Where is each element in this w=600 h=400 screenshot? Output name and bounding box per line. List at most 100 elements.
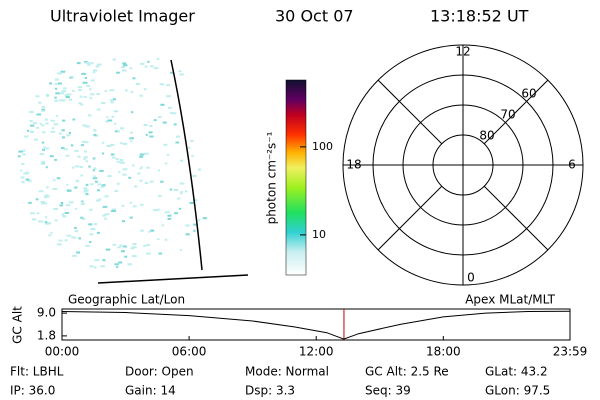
image-pixel <box>79 166 83 168</box>
image-pixel <box>105 248 111 251</box>
image-pixel <box>64 239 68 242</box>
image-pixel <box>145 243 148 246</box>
image-pixel <box>18 150 24 153</box>
image-pixel <box>104 213 110 216</box>
image-pixel <box>36 113 41 116</box>
image-pixel <box>102 205 108 208</box>
image-pixel <box>41 141 45 144</box>
image-pixel <box>146 166 150 169</box>
image-pixel <box>95 65 100 68</box>
image-pixel <box>122 142 128 145</box>
image-pixel <box>118 171 121 174</box>
image-pixel <box>28 201 32 204</box>
image-pixel <box>132 164 135 167</box>
image-pixel <box>85 160 89 163</box>
uv-image <box>17 58 207 269</box>
image-pixel <box>53 123 59 126</box>
image-pixel <box>74 186 78 189</box>
image-pixel <box>143 245 146 247</box>
image-pixel <box>88 165 91 168</box>
y-axis-title: GC Alt <box>11 306 25 344</box>
image-pixel <box>35 95 40 98</box>
limb-line <box>170 59 203 271</box>
image-pixel <box>122 168 128 171</box>
image-pixel <box>61 129 65 132</box>
image-pixel <box>68 201 74 204</box>
image-pixel <box>89 208 93 211</box>
image-pixel <box>84 189 89 192</box>
image-pixel <box>146 244 150 247</box>
image-pixel <box>44 194 49 197</box>
image-pixel <box>89 88 92 91</box>
y-tick-label: 9.0 <box>37 306 56 320</box>
image-pixel <box>110 153 115 156</box>
image-pixel <box>35 198 39 201</box>
image-pixel <box>189 202 195 204</box>
image-pixel <box>98 198 102 201</box>
image-pixel <box>32 122 38 125</box>
image-pixel <box>140 166 143 169</box>
image-pixel <box>63 148 68 151</box>
image-pixel <box>89 233 94 236</box>
image-pixel <box>139 167 142 170</box>
image-pixel <box>17 155 21 158</box>
image-pixel <box>45 166 48 169</box>
image-pixel <box>59 204 63 207</box>
image-pixel <box>42 148 46 151</box>
image-pixel <box>96 189 100 192</box>
image-pixel <box>111 210 116 212</box>
image-pixel <box>79 95 83 98</box>
image-pixel <box>122 62 127 65</box>
image-pixel <box>82 218 86 220</box>
image-pixel <box>119 244 123 247</box>
image-pixel <box>78 237 82 240</box>
image-pixel <box>153 119 157 122</box>
status-field: GC Alt: 2.5 Re <box>365 365 449 379</box>
image-pixel <box>173 189 179 191</box>
image-pixel <box>92 177 98 180</box>
image-pixel <box>66 183 69 186</box>
image-pixel <box>145 133 148 136</box>
image-pixel <box>93 266 97 269</box>
image-pixel <box>156 58 160 60</box>
image-pixel <box>63 87 67 90</box>
image-pixel <box>178 70 182 73</box>
image-pixel <box>117 246 121 249</box>
image-pixel <box>95 199 101 202</box>
image-pixel <box>93 167 97 170</box>
image-pixel <box>92 169 96 172</box>
image-pixel <box>97 183 101 186</box>
image-pixel <box>77 86 83 89</box>
image-pixel <box>85 61 91 64</box>
image-pixel <box>174 212 179 215</box>
image-pixel <box>130 247 135 250</box>
image-pixel <box>129 137 134 140</box>
image-pixel <box>166 95 171 98</box>
image-pixel <box>115 158 119 161</box>
image-pixel <box>92 69 98 72</box>
image-pixel <box>94 129 97 132</box>
image-pixel <box>193 229 196 232</box>
image-pixel <box>50 232 53 235</box>
image-pixel <box>128 176 132 179</box>
diagonal-line <box>377 185 443 251</box>
image-pixel <box>22 153 26 156</box>
image-pixel <box>76 62 81 65</box>
image-pixel <box>90 183 94 186</box>
image-pixel <box>71 75 74 78</box>
image-pixel <box>54 78 59 81</box>
date: 30 Oct 07 <box>275 7 354 26</box>
image-pixel <box>39 122 42 125</box>
image-pixel <box>65 96 70 98</box>
image-pixel <box>57 72 62 75</box>
image-pixel <box>62 136 66 139</box>
image-pixel <box>164 162 168 165</box>
diagonal-line <box>483 79 549 145</box>
image-pixel <box>61 147 65 150</box>
image-pixel <box>30 124 35 127</box>
image-pixel <box>50 119 56 122</box>
image-pixel <box>50 130 56 133</box>
image-pixel <box>96 93 100 96</box>
image-pixel <box>105 120 109 123</box>
